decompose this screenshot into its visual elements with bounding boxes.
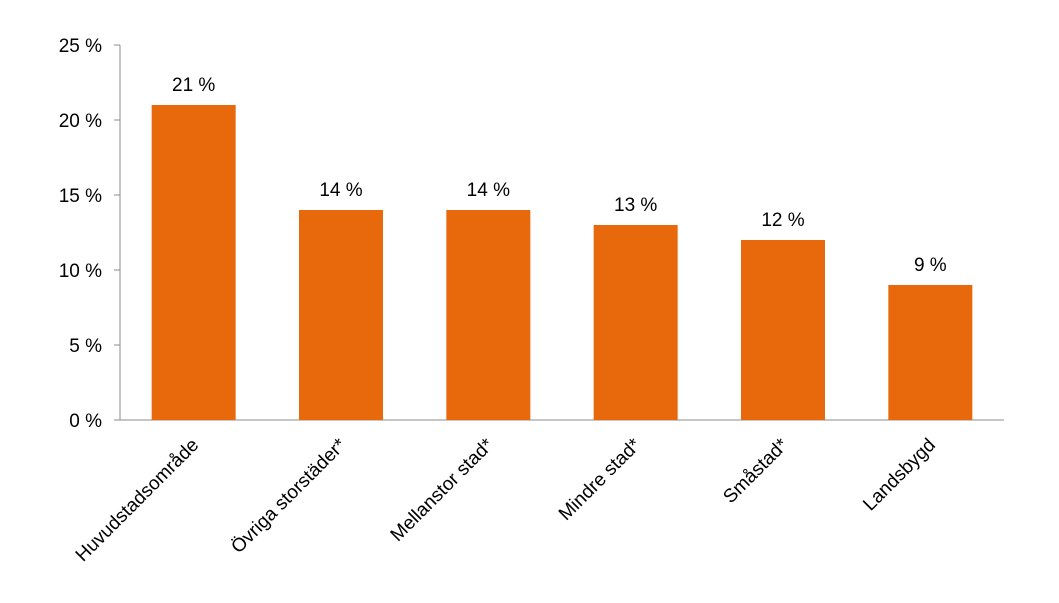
y-tick-label: 10 % (59, 261, 102, 282)
category-label: Huvudstadsområde (72, 435, 203, 566)
category-labels: Huvudstadsområde Övriga storstäder* Mellan… (72, 434, 940, 566)
data-labels: 21 % 14 % 14 % 13 % 12 % 9 % (172, 75, 947, 276)
y-tick-label: 5 % (69, 336, 102, 357)
bar (593, 225, 678, 420)
y-axis: 0 % 5 % 10 % 15 % 20 % 25 % (59, 36, 121, 432)
y-tick-label: 0 % (69, 411, 102, 432)
bars (151, 105, 973, 420)
category-label: Mellanstor stad* (387, 434, 499, 546)
bar (446, 210, 531, 420)
bar (888, 285, 973, 420)
bar (299, 210, 383, 420)
data-label: 14 % (319, 180, 362, 201)
category-label: Landsbygd (859, 435, 940, 516)
data-label: 9 % (914, 255, 947, 276)
data-label: 14 % (467, 180, 510, 201)
data-label: 13 % (614, 195, 657, 216)
category-label: Mindre stad* (555, 434, 646, 525)
bar (151, 105, 236, 420)
bar (741, 240, 825, 420)
y-tick-label: 25 % (59, 36, 102, 57)
y-tick-label: 15 % (59, 186, 102, 207)
category-label: Småstad* (719, 434, 793, 508)
data-label: 12 % (761, 210, 804, 231)
y-tick-label: 20 % (59, 111, 102, 132)
data-label: 21 % (172, 75, 215, 96)
category-label: Övriga storstäder* (227, 434, 351, 558)
